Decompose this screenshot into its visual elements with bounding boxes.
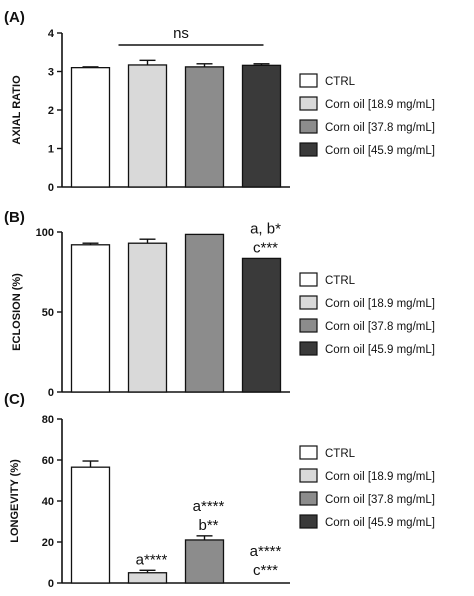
y-tick-label: 0 bbox=[48, 578, 54, 590]
y-tick-label: 20 bbox=[42, 537, 54, 549]
bar bbox=[184, 233, 225, 393]
legend-label: CTRL bbox=[325, 448, 356, 460]
panel-label: (B) bbox=[4, 209, 25, 226]
bar-annotation: a, b* c*** bbox=[250, 220, 281, 256]
bar bbox=[127, 242, 168, 393]
legend-swatch bbox=[299, 445, 318, 460]
legend-label: Corn oil [45.9 mg/mL] bbox=[325, 344, 435, 356]
bar-annotation-line: c*** bbox=[253, 562, 278, 579]
bar bbox=[127, 572, 168, 584]
bar bbox=[241, 257, 282, 393]
legend-swatch bbox=[299, 272, 318, 287]
bar-annotation-line: a**** bbox=[250, 543, 282, 560]
bar-annotation-line: a**** bbox=[136, 551, 168, 568]
bar-annotation-line: a, b* bbox=[250, 220, 281, 237]
legend-label: Corn oil [37.8 mg/mL] bbox=[325, 321, 435, 333]
legend-swatch bbox=[299, 73, 318, 88]
y-tick-label: 2 bbox=[48, 105, 54, 117]
y-tick-label: 0 bbox=[48, 387, 54, 399]
legend-label: Corn oil [45.9 mg/mL] bbox=[325, 145, 435, 157]
legend-swatch bbox=[299, 514, 318, 529]
legend-swatch bbox=[299, 341, 318, 356]
y-tick-label: 100 bbox=[36, 227, 54, 239]
legend-label: Corn oil [37.8 mg/mL] bbox=[325, 494, 435, 506]
legend-swatch bbox=[299, 119, 318, 134]
legend-swatch bbox=[299, 96, 318, 111]
bar-annotation-line: a**** bbox=[193, 498, 225, 515]
bar-annotation: a**** b** bbox=[193, 498, 225, 534]
bar-annotation-line: c*** bbox=[253, 239, 278, 256]
y-axis-label: AXIAL RATIO bbox=[11, 75, 23, 145]
y-tick-label: 4 bbox=[48, 28, 55, 40]
legend-label: Corn oil [18.9 mg/mL] bbox=[325, 99, 435, 111]
y-axis-label: LONGEVITY (%) bbox=[9, 459, 21, 543]
y-tick-label: 3 bbox=[48, 67, 54, 79]
legend-label: Corn oil [18.9 mg/mL] bbox=[325, 298, 435, 310]
bar-annotation-line: b** bbox=[198, 517, 218, 534]
legend-label: CTRL bbox=[325, 76, 356, 88]
legend-swatch bbox=[299, 142, 318, 157]
y-axis-label: ECLOSION (%) bbox=[11, 273, 23, 351]
bar bbox=[184, 66, 225, 188]
legend-label: Corn oil [45.9 mg/mL] bbox=[325, 517, 435, 529]
legend-swatch bbox=[299, 295, 318, 310]
panel-label: (A) bbox=[4, 9, 25, 26]
legend-swatch bbox=[299, 318, 318, 333]
bar-annotation: a**** c*** bbox=[250, 543, 282, 579]
bar bbox=[127, 64, 168, 188]
legend-swatch bbox=[299, 468, 318, 483]
bar bbox=[70, 466, 111, 584]
bar-annotation: a**** bbox=[136, 551, 168, 568]
legend-label: Corn oil [18.9 mg/mL] bbox=[325, 471, 435, 483]
bar bbox=[70, 67, 111, 188]
y-tick-label: 0 bbox=[48, 182, 54, 194]
bar bbox=[241, 64, 282, 188]
panel-2: (B) ECLOSION (%) 0 50 100 a, b* c*** CTRL Corn o… bbox=[4, 209, 435, 399]
legend-label: Corn oil [37.8 mg/mL] bbox=[325, 122, 435, 134]
y-tick-label: 60 bbox=[42, 455, 54, 467]
bar bbox=[184, 539, 225, 584]
panel-1: (A) AXIAL RATIO 0 1 2 3 4 ns CTRL Corn oil [18.9 … bbox=[4, 9, 435, 194]
y-tick-label: 40 bbox=[42, 496, 54, 508]
y-tick-label: 80 bbox=[42, 414, 54, 426]
panel-label: (C) bbox=[4, 391, 25, 408]
significance-label: ns bbox=[173, 25, 189, 42]
y-tick-label: 50 bbox=[42, 307, 54, 319]
bar bbox=[70, 244, 111, 393]
legend-label: CTRL bbox=[325, 275, 356, 287]
y-tick-label: 1 bbox=[48, 144, 54, 156]
legend-swatch bbox=[299, 491, 318, 506]
